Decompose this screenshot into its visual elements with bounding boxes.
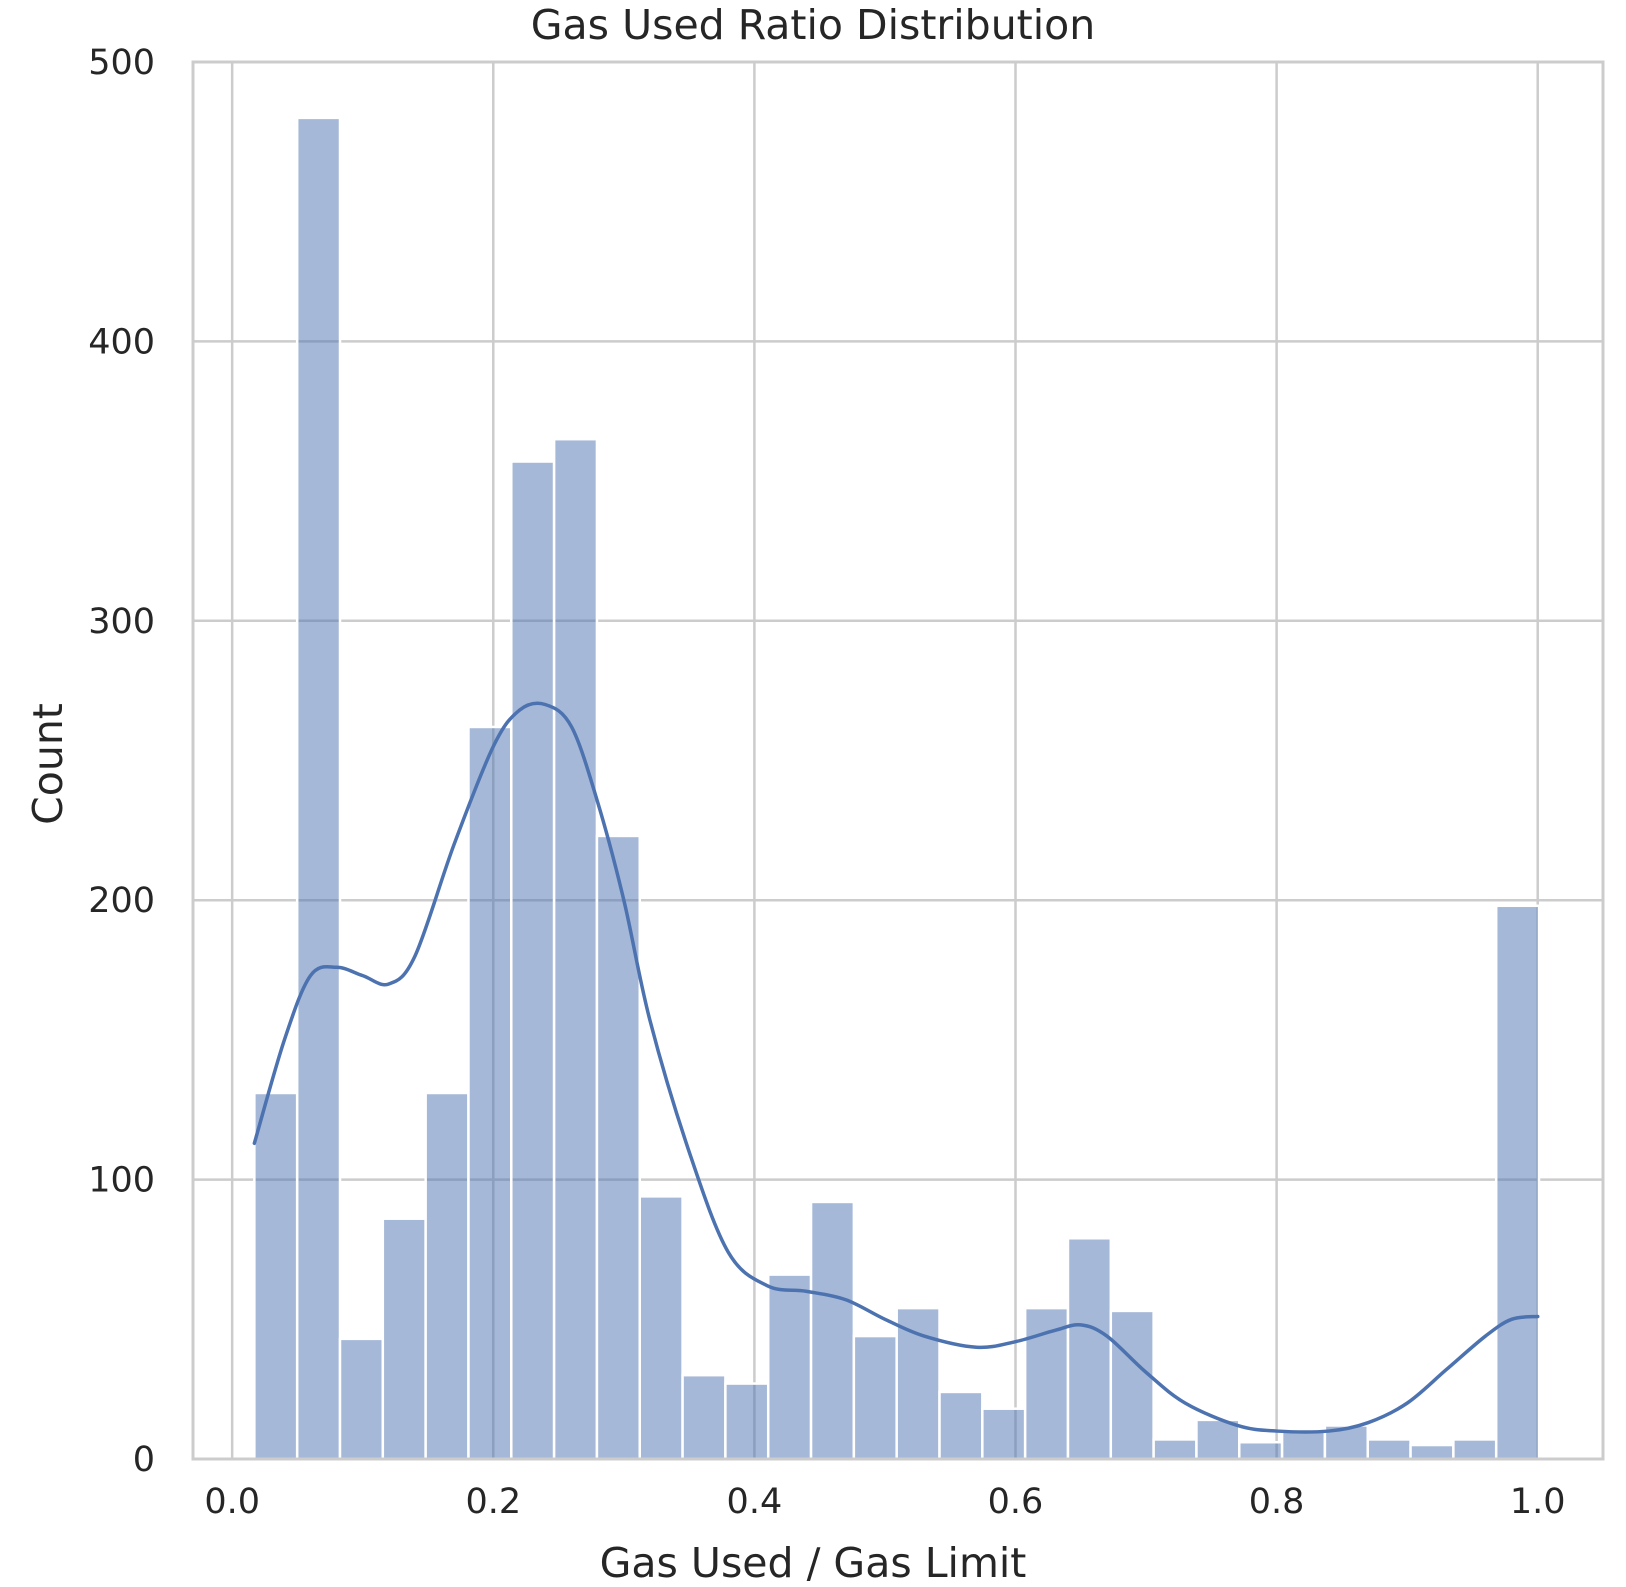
histogram-bar bbox=[424, 1091, 470, 1461]
histogram-bar bbox=[253, 1091, 299, 1461]
histogram-bar bbox=[852, 1334, 898, 1461]
histogram-bar bbox=[981, 1407, 1027, 1461]
histogram-bar bbox=[1109, 1309, 1155, 1461]
y-tick-label: 0 bbox=[133, 1440, 155, 1480]
histogram-bar bbox=[938, 1390, 984, 1461]
x-tick-label: 0.6 bbox=[988, 1482, 1044, 1522]
histogram-bar bbox=[681, 1373, 727, 1461]
plot-frame bbox=[191, 60, 1605, 1461]
histogram-bar bbox=[381, 1217, 427, 1461]
histogram-bar bbox=[1066, 1237, 1113, 1461]
x-tick-label: 0.2 bbox=[465, 1482, 521, 1522]
histogram-bar bbox=[552, 437, 599, 1461]
y-tick-label: 200 bbox=[88, 881, 155, 921]
kde-line bbox=[252, 701, 1540, 1434]
histogram-bar bbox=[595, 834, 642, 1461]
chart-title: Gas Used Ratio Distribution bbox=[530, 1, 1096, 49]
histogram-bar bbox=[766, 1273, 813, 1461]
x-tick-label: 0.4 bbox=[727, 1482, 783, 1522]
x-tick-label: 0.8 bbox=[1249, 1482, 1305, 1522]
histogram-bar bbox=[895, 1306, 941, 1461]
histogram-bar bbox=[1409, 1443, 1455, 1461]
y-tick-label: 500 bbox=[88, 43, 155, 83]
bars bbox=[253, 116, 1541, 1461]
histogram-bar bbox=[809, 1200, 856, 1461]
histogram-bar bbox=[638, 1195, 684, 1461]
y-ticks: 0 100 200 300 400 500 bbox=[88, 43, 155, 1480]
histogram-bar bbox=[1023, 1306, 1070, 1461]
histogram-bar bbox=[510, 460, 556, 1461]
histogram-bar bbox=[1238, 1440, 1284, 1461]
histogram-bar bbox=[1280, 1429, 1327, 1461]
histogram-bar bbox=[1494, 904, 1541, 1461]
histogram-bar bbox=[1366, 1438, 1412, 1461]
y-tick-label: 300 bbox=[88, 602, 155, 642]
histogram-bar bbox=[338, 1337, 385, 1461]
y-tick-label: 400 bbox=[88, 322, 155, 362]
grid bbox=[193, 60, 1603, 1461]
histogram-bar bbox=[724, 1382, 770, 1461]
x-tick-label: 0.0 bbox=[204, 1482, 260, 1522]
y-tick-label: 100 bbox=[88, 1161, 155, 1201]
histogram-bar bbox=[1152, 1438, 1198, 1461]
histogram-bar bbox=[1452, 1438, 1498, 1461]
histogram-bar bbox=[295, 116, 342, 1461]
x-tick-label: 1.0 bbox=[1510, 1482, 1566, 1522]
x-ticks: 0.0 0.2 0.4 0.6 0.8 1.0 bbox=[204, 1482, 1565, 1522]
x-axis-label: Gas Used / Gas Limit bbox=[599, 1539, 1027, 1587]
histogram-bar bbox=[467, 725, 513, 1461]
